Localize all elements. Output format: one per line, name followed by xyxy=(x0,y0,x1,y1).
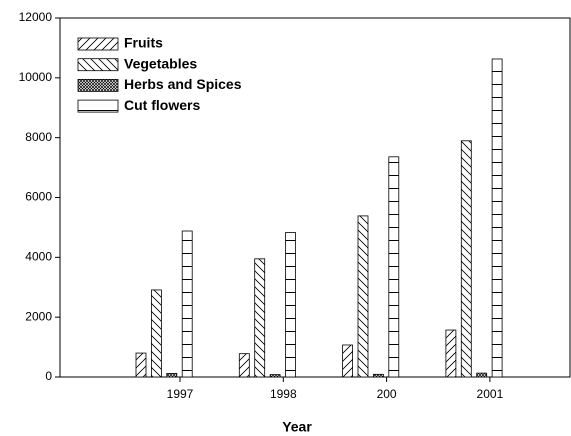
legend-text: Fruits xyxy=(124,35,163,51)
bar xyxy=(476,372,488,378)
bar xyxy=(269,374,281,378)
x-tick-label: 200 xyxy=(377,387,397,401)
bar xyxy=(135,352,147,378)
x-tick-label: 1998 xyxy=(270,387,297,401)
y-tick-label: 6000 xyxy=(25,190,52,204)
bar xyxy=(491,58,503,378)
legend-swatch xyxy=(77,58,119,72)
bar xyxy=(166,373,178,378)
y-tick-label: 2000 xyxy=(25,309,52,323)
x-axis-title: Year xyxy=(282,419,312,435)
bar xyxy=(388,156,400,378)
bar xyxy=(150,289,162,378)
y-tick-label: 4000 xyxy=(25,250,52,264)
bar xyxy=(357,215,369,378)
legend-swatch xyxy=(77,79,119,92)
bar xyxy=(445,329,457,378)
legend-text: Vegetables xyxy=(124,55,197,71)
legend-swatch xyxy=(77,37,119,51)
y-tick-label: 0 xyxy=(45,369,52,383)
y-tick-label: 12000 xyxy=(19,10,53,24)
x-tick-label: 1997 xyxy=(167,387,194,401)
bar xyxy=(254,258,266,378)
y-tick-label: 10000 xyxy=(19,70,53,84)
bar xyxy=(460,140,472,378)
y-tick-label: 8000 xyxy=(25,130,52,144)
bar xyxy=(285,232,296,378)
bar xyxy=(238,353,250,378)
bar xyxy=(181,230,193,378)
legend-swatch xyxy=(77,99,119,113)
bar xyxy=(372,373,384,378)
bar xyxy=(342,344,354,378)
x-tick-label: 2001 xyxy=(477,387,504,401)
legend-text: Herbs and Spices xyxy=(124,76,242,92)
legend-text: Cut flowers xyxy=(124,97,200,113)
